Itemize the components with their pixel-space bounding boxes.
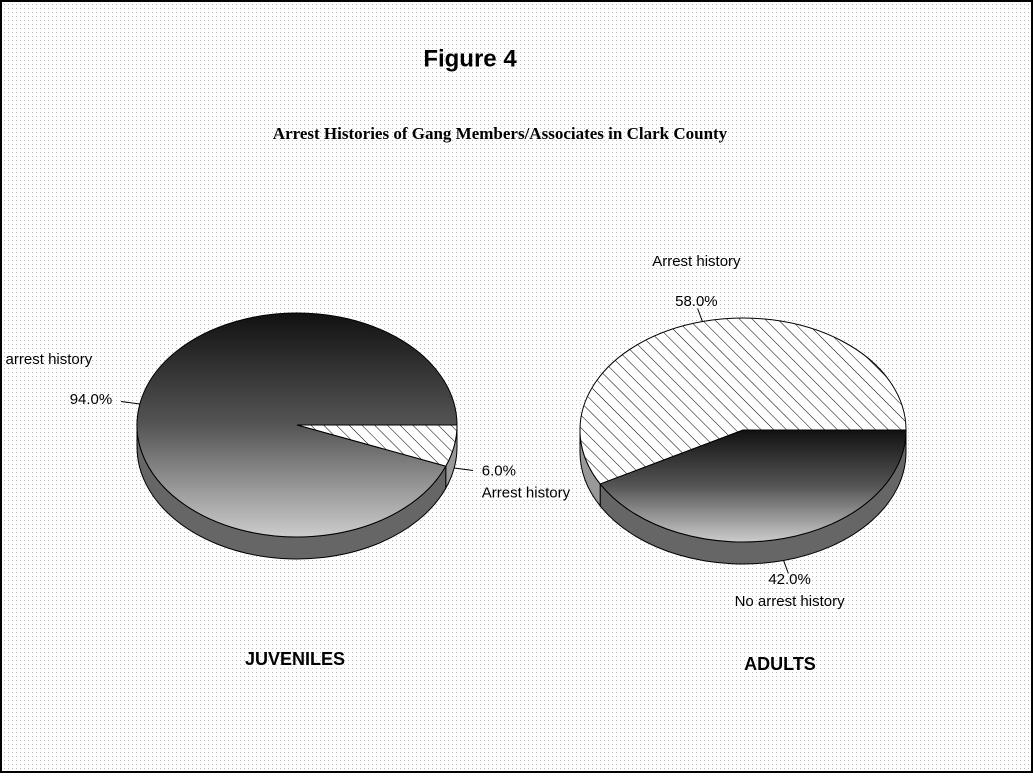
pie-title: JUVENILES bbox=[245, 649, 345, 669]
leader-line bbox=[454, 467, 474, 472]
pie-slice bbox=[599, 429, 907, 543]
value-label: 6.0% bbox=[482, 463, 516, 480]
leader-line bbox=[697, 308, 703, 322]
figure-label: Figure 4 bbox=[423, 45, 517, 72]
category-label: No arrest history bbox=[0, 351, 93, 368]
category-label: Arrest history bbox=[652, 253, 741, 270]
leader-line bbox=[120, 400, 140, 405]
category-label: No arrest history bbox=[735, 593, 846, 610]
category-label: Arrest history bbox=[482, 485, 571, 502]
value-label: 94.0% bbox=[70, 391, 113, 408]
value-label: 58.0% bbox=[675, 293, 718, 310]
pie-title: ADULTS bbox=[744, 654, 816, 674]
chart-title: Arrest Histories of Gang Members/Associa… bbox=[273, 124, 728, 143]
leader-line bbox=[783, 560, 789, 574]
value-label: 42.0% bbox=[768, 571, 811, 588]
pie-slice bbox=[136, 312, 458, 538]
